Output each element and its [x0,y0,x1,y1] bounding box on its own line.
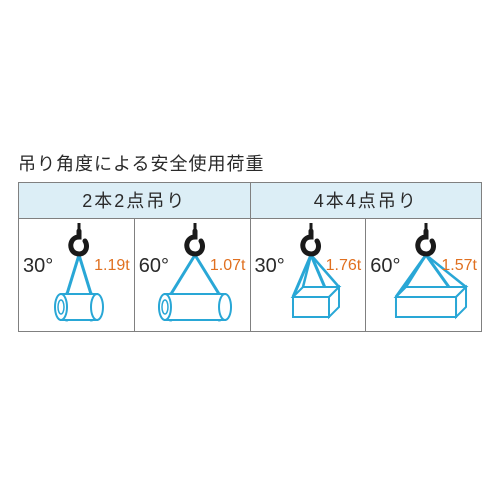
load-label: 1.19t [94,257,130,275]
table-body-row: 30° 1.19t 60° 1.07t 30° 1.76t 60° 1.57t [19,219,481,331]
cell-30-4pt: 30° 1.76t [251,219,367,331]
cell-60-2pt: 60° 1.07t [135,219,251,331]
angle-label: 60° [370,255,400,278]
load-label: 1.76t [326,257,362,275]
angle-label: 60° [139,255,169,278]
header-4point: 4本4点吊り [251,183,482,218]
table-header-row: 2本2点吊り 4本4点吊り [19,183,481,219]
angle-label: 30° [23,255,53,278]
load-label: 1.57t [441,257,477,275]
cell-60-4pt: 60° 1.57t [366,219,481,331]
diagram-panel: 吊り角度による安全使用荷重 2本2点吊り 4本4点吊り 30° 1.19t 60… [18,150,482,332]
panel-title: 吊り角度による安全使用荷重 [18,150,482,176]
angle-label: 30° [255,255,285,278]
load-table: 2本2点吊り 4本4点吊り 30° 1.19t 60° 1.07t 30° 1.… [18,182,482,332]
cell-30-2pt: 30° 1.19t [19,219,135,331]
load-label: 1.07t [210,257,246,275]
header-2point: 2本2点吊り [19,183,251,218]
